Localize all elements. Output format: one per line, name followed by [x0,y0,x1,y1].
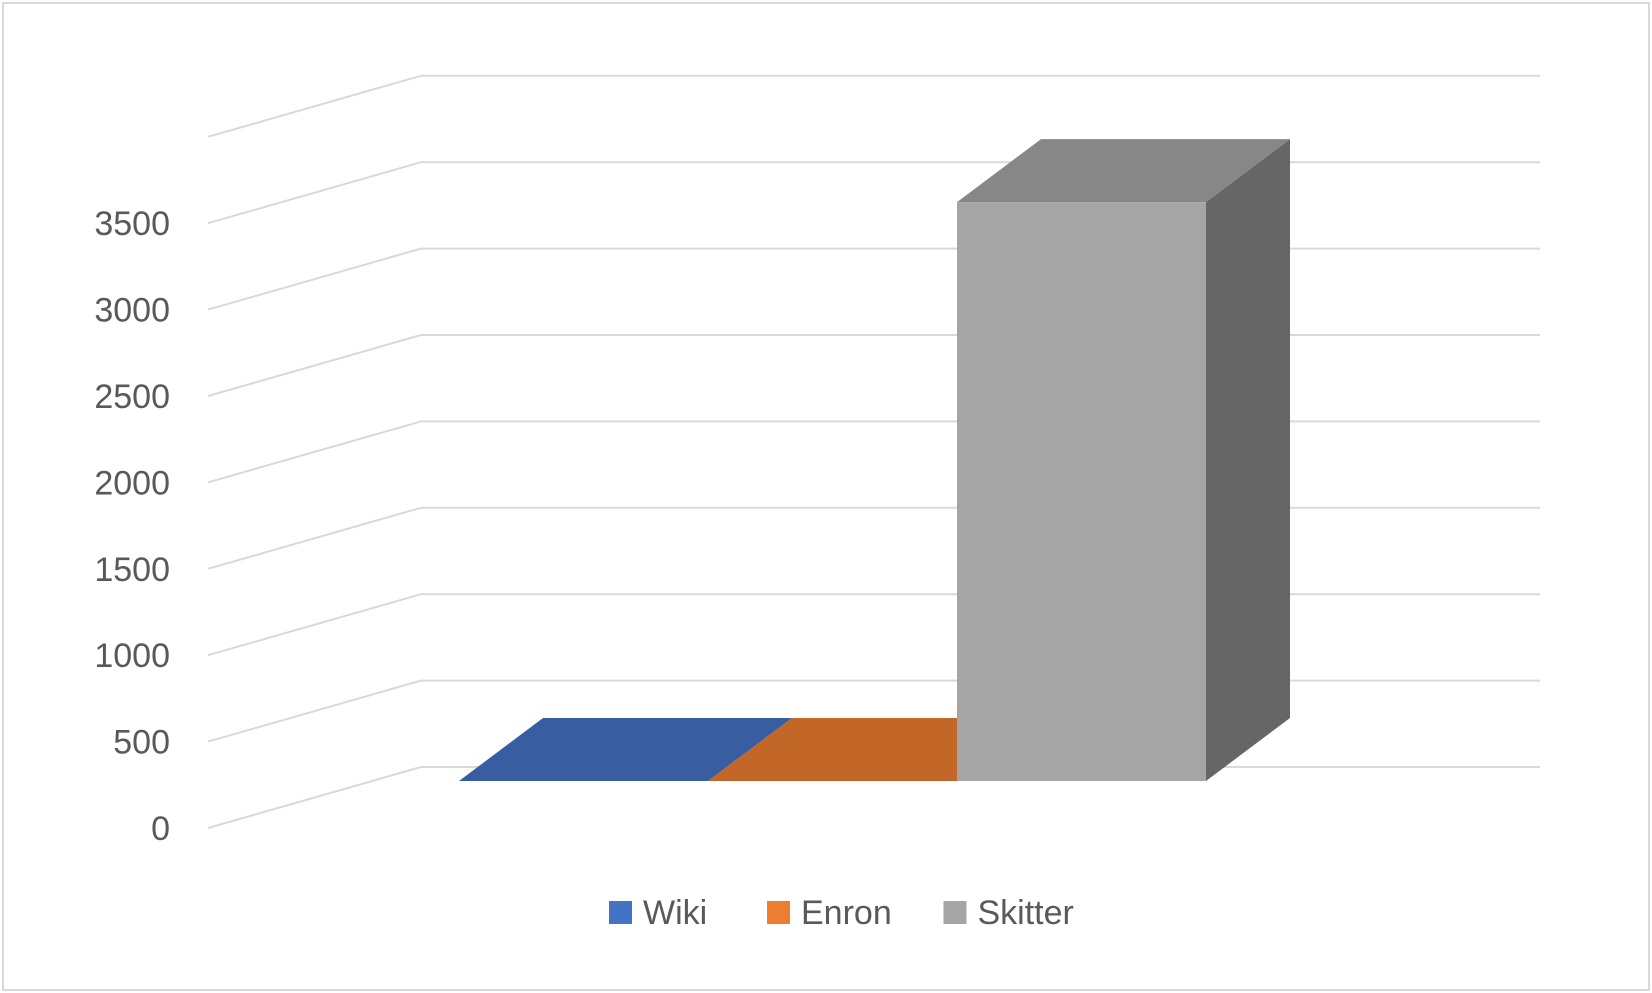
gridline-diagonal [207,161,422,225]
legend-swatch [767,901,790,924]
gridline-diagonal [207,679,422,743]
gridline-diagonal [207,334,422,397]
legend-label: Wiki [643,894,707,932]
bar-front-face [957,202,1206,781]
y-tick-label: 3000 [94,292,170,330]
y-tick-label: 2500 [94,378,170,416]
y-tick-label: 3500 [94,205,170,243]
y-tick-label: 2000 [94,464,170,502]
legend-label: Skitter [978,894,1074,932]
bar-side-face [1206,139,1290,781]
bar-top-face [957,139,1290,203]
legend-item-wiki: Wiki [609,894,707,932]
y-tick-label: 1500 [94,551,170,589]
gridlines [207,74,1540,829]
y-tick-label: 0 [151,810,170,848]
bars [459,139,1290,781]
bar-skitter [957,139,1290,781]
gridline-diagonal [207,593,422,657]
gridline-diagonal [207,506,422,570]
y-tick-label: 500 [113,724,170,762]
gridline-diagonal [207,420,422,484]
legend-label: Enron [801,894,892,932]
bar-top-face [459,718,792,781]
gridline-diagonal [207,766,422,829]
y-axis-ticks: 0 500 1000 1500 2000 2500 3000 3500 [94,205,170,848]
legend-swatch [943,901,967,924]
legend: Wiki Enron Skitter [609,894,1074,932]
bar-wiki [459,718,792,781]
gridline-diagonal [207,74,422,138]
legend-item-skitter: Skitter [943,894,1074,932]
y-tick-label: 1000 [94,637,170,675]
legend-swatch [609,901,632,924]
gridline-diagonal [207,247,422,311]
legend-item-enron: Enron [767,894,892,932]
